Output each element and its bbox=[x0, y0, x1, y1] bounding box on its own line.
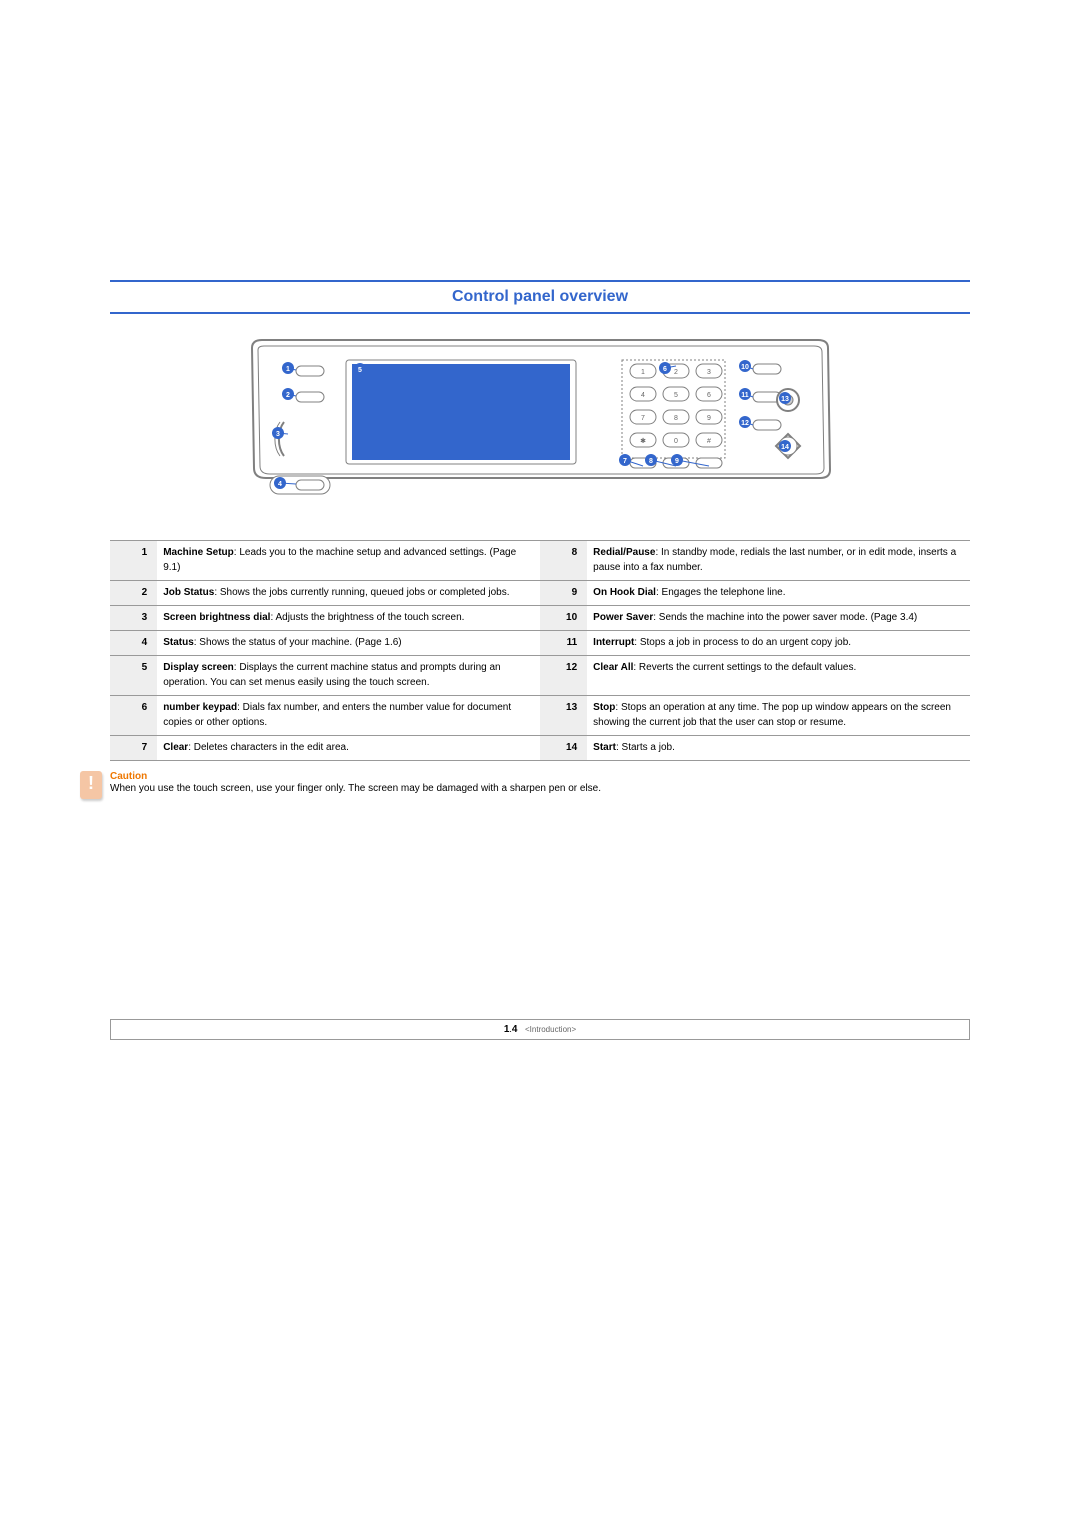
control-panel-svg: 123456789✱0#1234567891011121314 bbox=[240, 328, 840, 518]
row-num: 8 bbox=[540, 541, 587, 581]
caution-block: ! Caution When you use the touch screen,… bbox=[110, 771, 970, 799]
row-num: 14 bbox=[540, 736, 587, 761]
svg-text:4: 4 bbox=[278, 481, 282, 488]
row-num: 7 bbox=[110, 736, 157, 761]
svg-text:9: 9 bbox=[675, 458, 679, 465]
footer-section: <Introduction> bbox=[525, 1025, 576, 1034]
row-desc: Job Status: Shows the jobs currently run… bbox=[157, 581, 540, 606]
row-desc: Redial/Pause: In standby mode, redials t… bbox=[587, 541, 970, 581]
row-desc: number keypad: Dials fax number, and ent… bbox=[157, 696, 540, 736]
row-num: 2 bbox=[110, 581, 157, 606]
svg-text:7: 7 bbox=[641, 415, 645, 422]
page-footer: 1.4 <Introduction> bbox=[110, 1019, 970, 1040]
row-num: 1 bbox=[110, 541, 157, 581]
svg-text:13: 13 bbox=[781, 396, 789, 403]
svg-text:✱: ✱ bbox=[640, 437, 646, 445]
footer-page-minor: 4 bbox=[512, 1024, 518, 1035]
svg-text:1: 1 bbox=[641, 369, 645, 376]
section-title-bar: Control panel overview bbox=[110, 280, 970, 314]
row-desc: Stop: Stops an operation at any time. Th… bbox=[587, 696, 970, 736]
description-table: 1Machine Setup: Leads you to the machine… bbox=[110, 540, 970, 761]
row-num: 6 bbox=[110, 696, 157, 736]
row-num: 4 bbox=[110, 631, 157, 656]
row-desc: Clear All: Reverts the current settings … bbox=[587, 656, 970, 696]
svg-text:3: 3 bbox=[707, 369, 711, 376]
svg-text:5: 5 bbox=[358, 367, 362, 374]
svg-text:0: 0 bbox=[674, 438, 678, 445]
footer-page-major: 1 bbox=[504, 1024, 510, 1035]
svg-text:8: 8 bbox=[674, 415, 678, 422]
svg-text:1: 1 bbox=[286, 366, 290, 373]
svg-text:8: 8 bbox=[649, 458, 653, 465]
svg-text:12: 12 bbox=[741, 420, 749, 427]
svg-text:7: 7 bbox=[623, 458, 627, 465]
row-desc: Machine Setup: Leads you to the machine … bbox=[157, 541, 540, 581]
row-num: 10 bbox=[540, 606, 587, 631]
row-desc: Display screen: Displays the current mac… bbox=[157, 656, 540, 696]
row-num: 12 bbox=[540, 656, 587, 696]
svg-text:9: 9 bbox=[707, 415, 711, 422]
row-num: 9 bbox=[540, 581, 587, 606]
svg-text:4: 4 bbox=[641, 392, 645, 399]
caution-icon: ! bbox=[80, 771, 102, 799]
row-desc: Start: Starts a job. bbox=[587, 736, 970, 761]
svg-text:6: 6 bbox=[663, 366, 667, 373]
svg-text:2: 2 bbox=[674, 369, 678, 376]
svg-text:6: 6 bbox=[707, 392, 711, 399]
caution-heading: Caution bbox=[110, 771, 601, 782]
row-desc: Status: Shows the status of your machine… bbox=[157, 631, 540, 656]
svg-text:2: 2 bbox=[286, 392, 290, 399]
caution-text: When you use the touch screen, use your … bbox=[110, 782, 601, 796]
svg-text:5: 5 bbox=[674, 392, 678, 399]
row-desc: On Hook Dial: Engages the telephone line… bbox=[587, 581, 970, 606]
row-desc: Screen brightness dial: Adjusts the brig… bbox=[157, 606, 540, 631]
row-num: 5 bbox=[110, 656, 157, 696]
row-desc: Interrupt: Stops a job in process to do … bbox=[587, 631, 970, 656]
row-num: 3 bbox=[110, 606, 157, 631]
svg-text:#: # bbox=[707, 438, 711, 445]
row-desc: Clear: Deletes characters in the edit ar… bbox=[157, 736, 540, 761]
row-desc: Power Saver: Sends the machine into the … bbox=[587, 606, 970, 631]
svg-text:11: 11 bbox=[741, 392, 749, 399]
svg-text:10: 10 bbox=[741, 364, 749, 371]
row-num: 13 bbox=[540, 696, 587, 736]
svg-text:3: 3 bbox=[276, 431, 280, 438]
svg-text:14: 14 bbox=[781, 444, 789, 451]
section-title: Control panel overview bbox=[110, 282, 970, 312]
row-num: 11 bbox=[540, 631, 587, 656]
control-panel-diagram: 123456789✱0#1234567891011121314 bbox=[110, 328, 970, 518]
